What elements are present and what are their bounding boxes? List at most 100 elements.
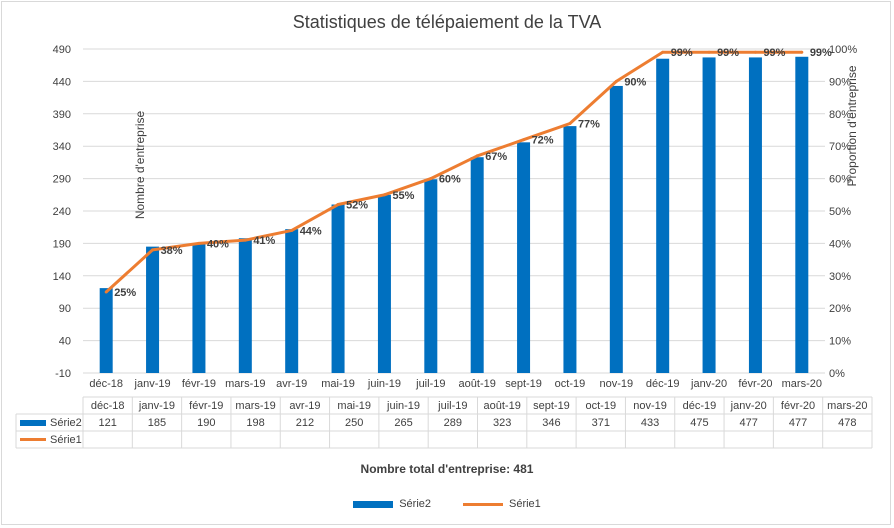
- table-header-cell: févr-19: [189, 400, 223, 412]
- line-point: [522, 138, 526, 142]
- legend: Série2 Série1: [0, 498, 894, 510]
- legend-label-bar: Série2: [399, 498, 431, 510]
- table-header-cell: juil-19: [437, 400, 467, 412]
- series-line: [105, 50, 802, 294]
- y-tick-label: 140: [53, 271, 71, 283]
- x-tick-label: févr-19: [182, 378, 216, 390]
- x-tick-label: mai-19: [321, 378, 355, 390]
- table-value-cell: 323: [493, 417, 511, 429]
- line-point: [661, 50, 665, 54]
- y2-tick-label: 30%: [829, 271, 851, 283]
- total-note: Nombre total d'entreprise: 481: [360, 462, 534, 476]
- y2-tick-label: 0%: [829, 368, 845, 380]
- line-point: [290, 228, 294, 232]
- table-header-cell: mars-19: [235, 400, 275, 412]
- table-value-cell: 265: [394, 417, 412, 429]
- table-header-cell: déc-19: [683, 400, 717, 412]
- y2-tick-label: 40%: [829, 238, 851, 250]
- legend-item-line: Série1: [463, 498, 541, 510]
- data-label: 72%: [532, 135, 554, 147]
- legend-swatch-line: [463, 502, 503, 506]
- bar: [609, 85, 623, 373]
- x-tick-label: déc-19: [646, 378, 680, 390]
- y-tick-label: 40: [59, 336, 71, 348]
- data-label: 99%: [671, 47, 693, 59]
- y-tick-label: 440: [53, 76, 71, 88]
- table-swatch-bar: [20, 420, 46, 426]
- data-label: 41%: [253, 235, 275, 247]
- table-row-label: Série2: [50, 417, 82, 429]
- x-tick-label: oct-19: [555, 378, 586, 390]
- bar: [146, 246, 160, 373]
- data-label: 99%: [717, 47, 739, 59]
- x-tick-label: déc-18: [89, 378, 123, 390]
- y-tick-label: 290: [53, 174, 71, 186]
- y-tick-label: 490: [53, 44, 71, 56]
- line-point: [336, 203, 340, 207]
- table-value-cell: 475: [690, 417, 708, 429]
- table-value-cell: 477: [740, 417, 758, 429]
- table-header-cell: sept-19: [533, 400, 570, 412]
- x-tick-label: nov-19: [599, 378, 633, 390]
- data-label: 60%: [439, 174, 461, 186]
- table-value-cell: 250: [345, 417, 363, 429]
- table-header-cell: nov-19: [633, 400, 667, 412]
- bar: [563, 126, 577, 373]
- x-tick-label: avr-19: [276, 378, 307, 390]
- table-header-cell: juin-19: [386, 400, 420, 412]
- table-value-cell: 433: [641, 417, 659, 429]
- table-value-cell: 212: [296, 417, 314, 429]
- y2-tick-label: 60%: [829, 174, 851, 186]
- data-label: 40%: [207, 238, 229, 250]
- bar: [99, 288, 113, 373]
- table-value-cell: 478: [838, 417, 856, 429]
- table-value-cell: 198: [246, 417, 264, 429]
- y-tick-label: -10: [55, 368, 71, 380]
- y-tick-label: 240: [53, 206, 71, 218]
- line-point: [475, 154, 479, 158]
- line-point: [104, 290, 108, 294]
- line-point: [753, 50, 757, 54]
- y2-tick-label: 100%: [829, 44, 857, 56]
- x-tick-label: févr-20: [738, 378, 772, 390]
- table-swatch-line: [20, 438, 46, 441]
- table-header-cell: janv-20: [730, 400, 767, 412]
- data-label: 99%: [763, 47, 785, 59]
- x-tick-label: sept-19: [505, 378, 542, 390]
- table-value-cell: 185: [148, 417, 166, 429]
- chart-canvas: 490 100% 440 90% 390 80% 340 70% 290 60% 240 50% 190…: [15, 44, 873, 449]
- table-header-cell: mars-20: [827, 400, 867, 412]
- bar: [424, 179, 438, 373]
- table-header-cell: mai-19: [337, 400, 371, 412]
- bar: [795, 56, 809, 373]
- data-label: 52%: [346, 200, 368, 212]
- x-tick-label: mars-19: [225, 378, 265, 390]
- table-value-cell: 371: [592, 417, 610, 429]
- y-axis-title: Nombre d'entreprise: [133, 111, 147, 220]
- table-row-label: Série1: [50, 434, 82, 446]
- x-tick-label: août-19: [459, 378, 496, 390]
- line-point: [151, 248, 155, 252]
- bar: [702, 57, 716, 373]
- table-header-cell: févr-20: [781, 400, 815, 412]
- bar: [285, 229, 299, 373]
- bar: [656, 58, 670, 373]
- data-label: 99%: [810, 47, 832, 59]
- bar: [238, 238, 252, 373]
- y-tick-label: 340: [53, 141, 71, 153]
- bar: [331, 204, 345, 373]
- table-header-cell: avr-19: [289, 400, 320, 412]
- data-label: 25%: [114, 287, 136, 299]
- legend-label-line: Série1: [509, 498, 541, 510]
- data-label: 90%: [624, 76, 646, 88]
- y2-axis-title: Proportion d'entreprise: [845, 65, 859, 186]
- line-point: [382, 193, 386, 197]
- table-value-cell: 289: [444, 417, 462, 429]
- bar: [192, 243, 206, 373]
- y-tick-label: 190: [53, 238, 71, 250]
- chart-title: Statistiques de télépaiement de la TVA: [292, 12, 602, 32]
- y2-tick-label: 90%: [829, 76, 851, 88]
- y2-tick-label: 20%: [829, 303, 851, 315]
